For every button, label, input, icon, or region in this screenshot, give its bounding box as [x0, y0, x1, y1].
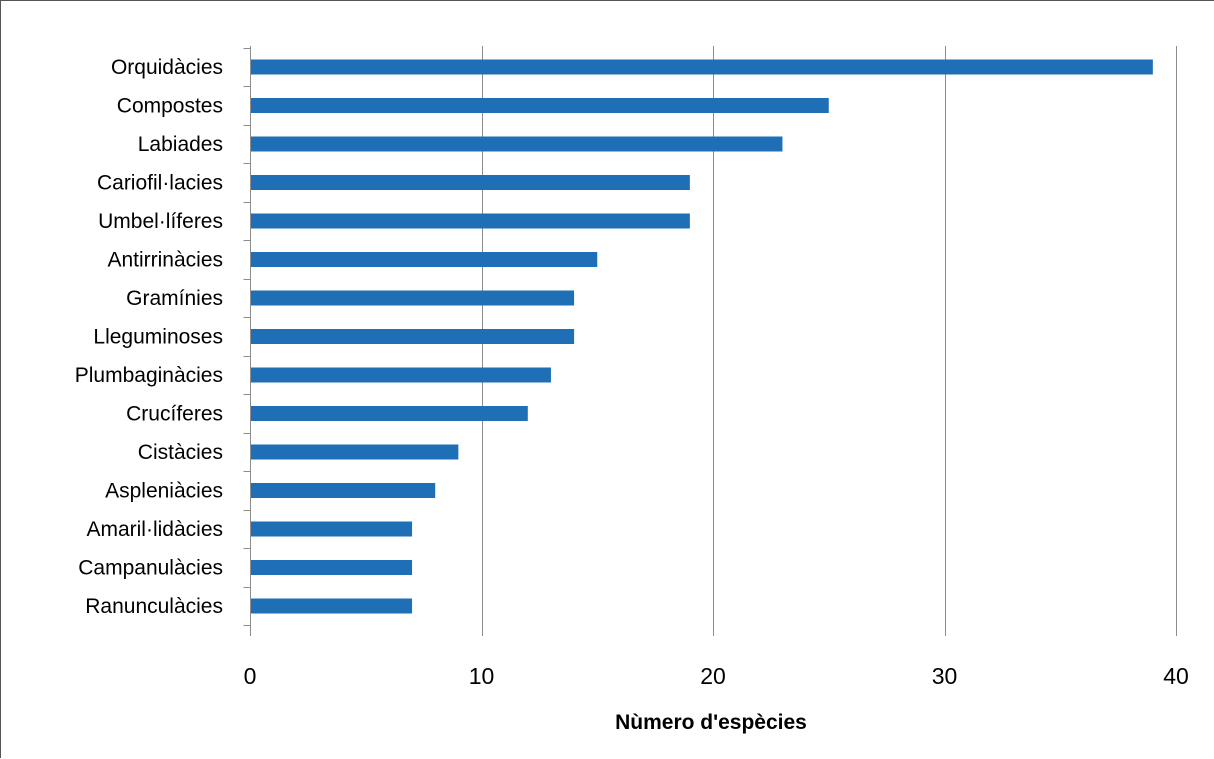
category-label: Campanulàcies [78, 557, 223, 580]
bar [251, 136, 783, 152]
category-label: Ranunculàcies [85, 595, 223, 618]
bar [251, 252, 598, 267]
bar [251, 483, 436, 498]
bar [251, 175, 690, 190]
x-tick-label: 40 [1163, 663, 1189, 689]
x-tick-label: 30 [932, 663, 958, 689]
bar [251, 98, 829, 113]
x-tick-label: 0 [244, 663, 257, 689]
category-label: Crucíferes [126, 403, 223, 426]
category-label: Antirrinàcies [107, 249, 223, 272]
category-label: Cariofil·lacies [97, 172, 223, 195]
x-tick-label: 20 [700, 663, 726, 689]
x-axis-title: Nùmero d'espècies [615, 711, 807, 734]
x-tick-labels: 0 10 20 30 40 [244, 663, 1189, 689]
category-label: Gramínies [126, 287, 223, 310]
bar [251, 598, 413, 614]
category-labels: Orquidàcies Compostes Labiades Cariofil·lac… [75, 56, 223, 618]
bar [251, 406, 528, 421]
axes [243, 46, 1177, 636]
category-label: Compostes [117, 95, 223, 118]
bar [251, 367, 551, 383]
category-label: Labiades [138, 133, 223, 156]
category-label: Umbel·líferes [98, 210, 223, 233]
bars [251, 59, 1153, 614]
bar [251, 59, 1153, 75]
category-label: Amaril·lidàcies [86, 518, 223, 541]
category-label: Cistàcies [138, 441, 223, 464]
x-tick-label: 10 [469, 663, 495, 689]
gridlines [482, 46, 1177, 629]
bar [251, 290, 575, 306]
category-label: Plumbaginàcies [75, 364, 223, 387]
category-label: Aspleniàcies [105, 480, 223, 503]
bar [251, 444, 459, 460]
category-label: Orquidàcies [111, 56, 223, 79]
bar [251, 521, 413, 537]
bar [251, 329, 575, 344]
bar [251, 213, 690, 229]
bar [251, 560, 413, 575]
category-label: Lleguminoses [93, 326, 223, 349]
